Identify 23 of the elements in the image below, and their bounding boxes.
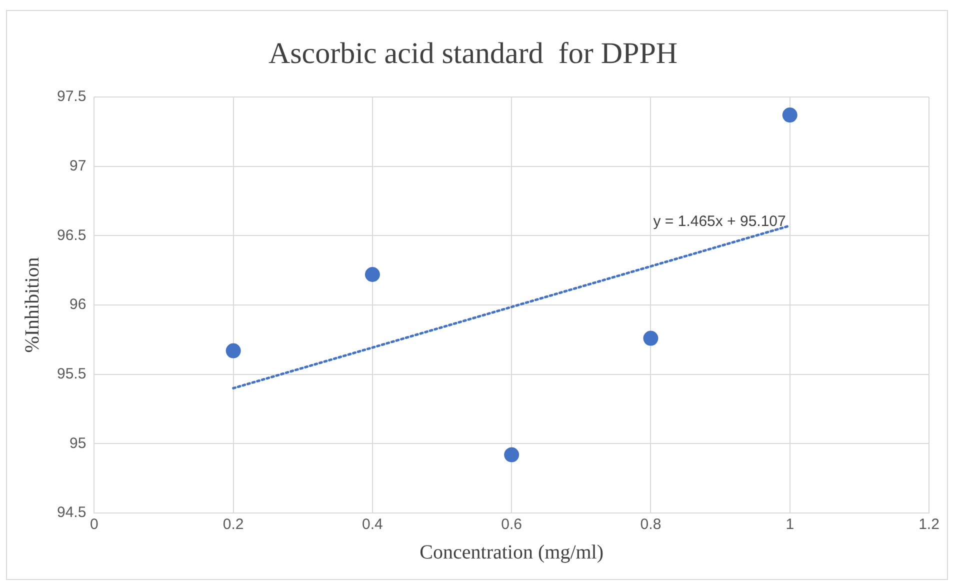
x-tick-label: 1.2: [918, 516, 940, 534]
y-tick-label: 95: [70, 434, 86, 452]
point: [226, 343, 241, 358]
y-tick-label: 96.5: [56, 226, 86, 244]
y-tick-label: 95.5: [56, 365, 86, 382]
x-tick-label: 1: [786, 516, 794, 534]
point: [782, 108, 798, 123]
x-tick-label: 0.4: [362, 516, 383, 534]
chart-title: Ascorbic acid standard for DPPH: [268, 36, 678, 70]
point: [504, 447, 520, 462]
annotation: y = 1.465x + 95.107: [653, 212, 786, 230]
y-tick-label: 97.5: [56, 88, 86, 106]
x-axis-title: Concentration (mg/ml): [420, 541, 604, 564]
point: [364, 266, 380, 282]
y-tick-label: 94.5: [56, 504, 86, 522]
y-axis-title: %Inhibition: [21, 257, 44, 353]
x-tick-label: 0.8: [640, 516, 662, 534]
y-tick-label: 96: [70, 296, 86, 314]
point: [643, 330, 658, 346]
x-tick-label: 0: [90, 516, 98, 534]
x-tick-label: 0.2: [222, 516, 244, 534]
y-tick-label: 97: [70, 157, 86, 174]
x-tick-label: 0.6: [501, 516, 522, 534]
